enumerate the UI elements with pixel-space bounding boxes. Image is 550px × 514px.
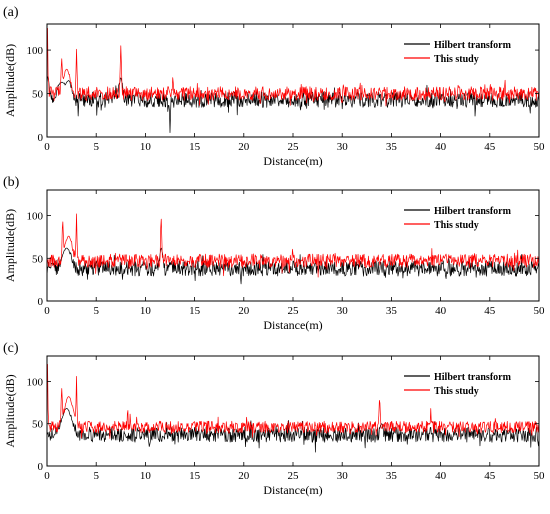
legend-entry: Hilbert transform <box>434 372 512 383</box>
legend-entry: This study <box>434 386 479 397</box>
panel-label: (c) <box>3 341 19 356</box>
y-tick-label: 100 <box>27 211 44 223</box>
y-tick-label: 0 <box>38 461 44 473</box>
y-axis-label: Amplitude(dB) <box>3 374 17 447</box>
y-tick-label: 100 <box>27 45 44 57</box>
series-line-this-study <box>47 213 539 278</box>
series-line-this-study <box>47 364 539 439</box>
x-tick-label: 10 <box>140 141 152 153</box>
y-tick-label: 0 <box>38 132 44 144</box>
x-axis-label: Distance(m) <box>263 154 322 168</box>
legend-entry: This study <box>434 54 479 65</box>
x-tick-label: 40 <box>435 470 447 482</box>
series-line-hilbert <box>47 408 539 453</box>
chart-panel-2: (b) 0 5 10 15 20 25 30 35 40 45 50 0 50 100 Distance(m)… <box>3 175 545 332</box>
legend: Hilbert transform This study <box>404 206 512 231</box>
x-tick-label: 20 <box>238 305 250 317</box>
series-line-hilbert <box>47 75 539 133</box>
x-tick-label: 15 <box>189 470 201 482</box>
x-tick-label: 5 <box>93 470 99 482</box>
x-tick-label: 40 <box>435 305 447 317</box>
panel-label: (a) <box>3 5 19 20</box>
x-tick-label: 25 <box>288 470 300 482</box>
x-tick-label: 15 <box>189 305 201 317</box>
x-tick-label: 40 <box>435 141 447 153</box>
y-tick-label: 50 <box>32 253 44 265</box>
x-tick-label: 0 <box>44 141 50 153</box>
x-tick-label: 50 <box>534 470 546 482</box>
legend-entry: This study <box>434 220 479 231</box>
x-tick-label: 35 <box>386 305 398 317</box>
x-tick-label: 35 <box>386 470 398 482</box>
x-tick-label: 30 <box>337 305 349 317</box>
x-tick-label: 10 <box>140 305 152 317</box>
traces <box>47 27 539 133</box>
x-tick-label: 45 <box>484 470 496 482</box>
legend-entry: Hilbert transform <box>434 40 512 51</box>
y-tick-label: 50 <box>32 419 44 431</box>
x-tick-label: 35 <box>386 141 398 153</box>
x-tick-label: 10 <box>140 470 152 482</box>
x-tick-label: 15 <box>189 141 201 153</box>
x-tick-label: 50 <box>534 305 546 317</box>
x-tick-label: 45 <box>484 305 496 317</box>
series-line-this-study <box>47 27 539 107</box>
x-tick-label: 45 <box>484 141 496 153</box>
x-axis-label: Distance(m) <box>263 318 322 332</box>
chart-panel-3: (c) 0 5 10 15 20 25 30 35 40 45 50 0 50 100 Distance(m)… <box>3 341 545 497</box>
x-tick-label: 0 <box>44 305 50 317</box>
x-axis-label: Distance(m) <box>263 483 322 497</box>
x-tick-label: 5 <box>93 141 99 153</box>
x-tick-label: 25 <box>288 305 300 317</box>
x-tick-label: 20 <box>238 141 250 153</box>
legend: Hilbert transform This study <box>404 40 512 65</box>
x-tick-label: 30 <box>337 470 349 482</box>
y-tick-label: 0 <box>38 296 44 308</box>
x-tick-label: 5 <box>93 305 99 317</box>
x-tick-label: 25 <box>288 141 300 153</box>
legend-entry: Hilbert transform <box>434 206 512 217</box>
legend: Hilbert transform This study <box>404 372 512 397</box>
y-tick-label: 50 <box>32 89 44 101</box>
y-tick-label: 100 <box>27 376 44 388</box>
x-tick-label: 50 <box>534 141 546 153</box>
x-tick-label: 20 <box>238 470 250 482</box>
chart-panel-1: (a) 0 5 10 15 20 25 30 35 40 45 50 0 50 100 Distance(m)… <box>3 5 545 168</box>
x-tick-label: 30 <box>337 141 349 153</box>
y-axis-label: Amplitude(dB) <box>3 209 17 282</box>
x-tick-label: 0 <box>44 470 50 482</box>
panel-label: (b) <box>3 175 20 190</box>
traces <box>47 364 539 453</box>
y-axis-label: Amplitude(dB) <box>3 44 17 117</box>
traces <box>47 213 539 285</box>
